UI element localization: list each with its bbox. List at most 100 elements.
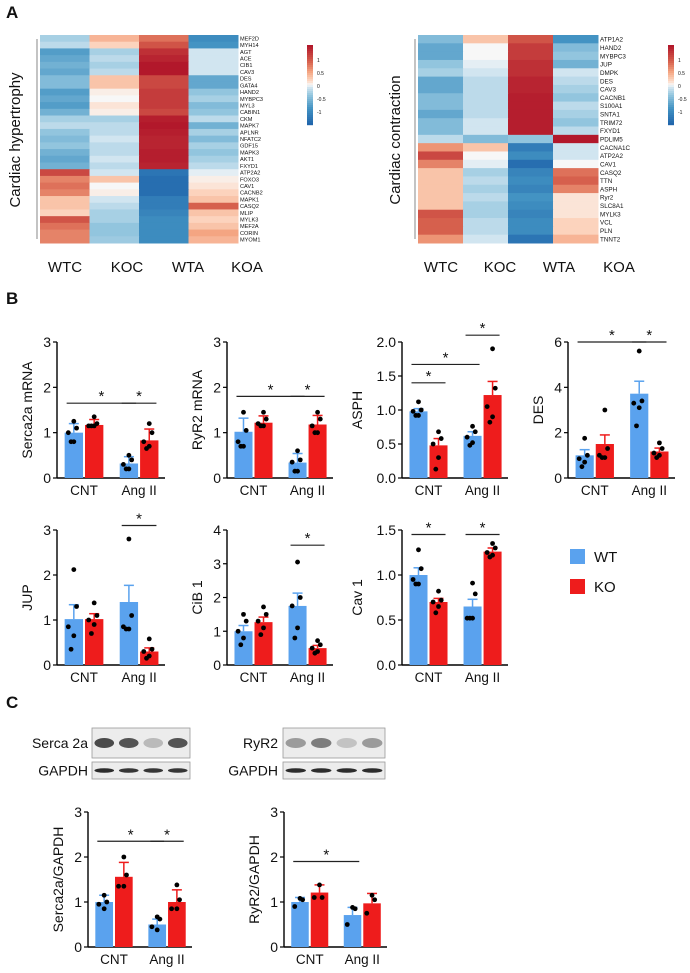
data-point	[263, 611, 269, 617]
gene-label: CORIN	[240, 231, 258, 237]
bar-ko-cnt	[310, 892, 329, 947]
gene-label: MAPK7	[240, 124, 259, 130]
bar-ko-cnt	[254, 622, 273, 665]
heatmap-cell	[508, 201, 554, 211]
gene-label: FXYD1	[240, 164, 258, 170]
heatmap-cell	[418, 218, 464, 227]
bar-ko-cnt	[429, 602, 448, 665]
y-tick-label: 2	[270, 849, 278, 865]
heatmap-cell	[40, 128, 90, 137]
colorbar-segment	[307, 123, 313, 126]
data-point	[174, 882, 180, 888]
colorbar-segment	[307, 87, 313, 90]
heatmap-cell	[40, 48, 90, 56]
heatmap-cell	[553, 176, 599, 186]
heatmap-cell	[139, 142, 189, 150]
y-tick-label: 2	[74, 849, 82, 865]
heatmap-cell	[40, 196, 90, 204]
gene-label: MEF2D	[240, 36, 259, 42]
data-point	[123, 626, 129, 632]
colorbar-segment	[307, 53, 313, 56]
heatmap-cell	[188, 102, 239, 110]
gene-label: JUP	[600, 62, 612, 69]
y-tick-label: 0	[43, 470, 51, 486]
data-point	[169, 906, 174, 912]
heatmap-cell	[40, 81, 90, 90]
heatmap-cell	[139, 35, 189, 43]
colorbar-segment	[307, 63, 313, 66]
gene-label: CASQ2	[240, 204, 259, 210]
heatmap-cell	[463, 35, 509, 44]
significance-star: *	[480, 320, 486, 337]
colorbar-segment	[668, 119, 674, 122]
data-point	[659, 446, 665, 451]
heatmap-cell	[40, 102, 90, 110]
y-tick-label: 0	[213, 657, 221, 673]
colorbar-segment	[668, 121, 674, 124]
heatmap-cell	[463, 68, 509, 78]
heatmap-cell	[553, 151, 599, 161]
gene-label: MYBPC3	[600, 53, 626, 60]
data-point	[639, 398, 645, 404]
heatmap-cell	[188, 216, 239, 224]
data-point	[121, 883, 127, 889]
blot-label: GAPDH	[38, 763, 88, 779]
gene-label: MLIP	[240, 211, 253, 217]
blot-band	[143, 738, 164, 748]
colorbar-segment	[307, 93, 313, 96]
colorbar-segment	[668, 113, 674, 116]
heatmap-cell	[553, 84, 599, 94]
x-tick-label: Ang II	[121, 483, 156, 498]
data-point	[464, 434, 470, 440]
data-point	[149, 430, 155, 436]
bar-ko-angii	[168, 902, 186, 947]
heatmap-cell	[463, 168, 509, 177]
heatmap-cell	[553, 168, 599, 177]
heatmap-cell	[418, 226, 464, 236]
colorbar-tick: 0	[317, 84, 320, 90]
data-point	[235, 439, 241, 445]
heatmap-cell	[418, 51, 464, 61]
x-tick-label: CNT	[240, 670, 268, 685]
data-point	[104, 899, 110, 905]
data-point	[123, 466, 129, 472]
colorbar-segment	[307, 65, 313, 68]
bar-wt-cnt	[409, 411, 428, 478]
x-tick-label: Ang II	[632, 483, 667, 498]
gene-label: MYH14	[240, 43, 259, 49]
colorbar-segment	[307, 103, 313, 106]
heatmap-cell	[188, 48, 239, 56]
blot-band	[336, 738, 357, 748]
bar-chart-asph: 0.0 0.5 1.0 1.5 2.0 ASPH CNT Ang II * * *	[349, 320, 508, 498]
colorbar-tick: -0.5	[317, 97, 326, 103]
legend-item-wt: WT	[570, 549, 617, 566]
heatmap-cell	[463, 109, 509, 119]
blot-band	[118, 768, 139, 773]
heatmap-cell	[508, 109, 554, 119]
heatmap-cell	[40, 189, 90, 197]
data-point	[636, 405, 642, 411]
gene-label: ASPH	[600, 186, 618, 193]
data-point	[312, 650, 318, 656]
heatmap-cell	[418, 93, 464, 103]
data-point	[319, 895, 325, 900]
bar-ko-angii	[483, 551, 502, 665]
gene-label: SNTA1	[600, 112, 620, 119]
heatmap-cell	[553, 43, 599, 53]
y-tick-label: 2	[43, 567, 51, 583]
blot-band	[167, 768, 188, 773]
heatmap-cell	[418, 76, 464, 86]
colorbar-tick: 0	[678, 84, 681, 90]
data-point	[410, 577, 416, 582]
heatmap-cell	[139, 202, 189, 210]
gene-label: CACNB2	[240, 191, 263, 197]
heatmap-cell	[89, 209, 140, 217]
data-point	[490, 346, 495, 352]
column-label: WTA	[172, 259, 204, 276]
heatmap-cell	[89, 115, 140, 123]
colorbar-tick: 0.5	[317, 71, 324, 77]
data-point	[651, 450, 657, 456]
data-point	[101, 892, 107, 898]
heatmap-cell	[139, 88, 189, 96]
legend-swatch	[570, 579, 585, 594]
